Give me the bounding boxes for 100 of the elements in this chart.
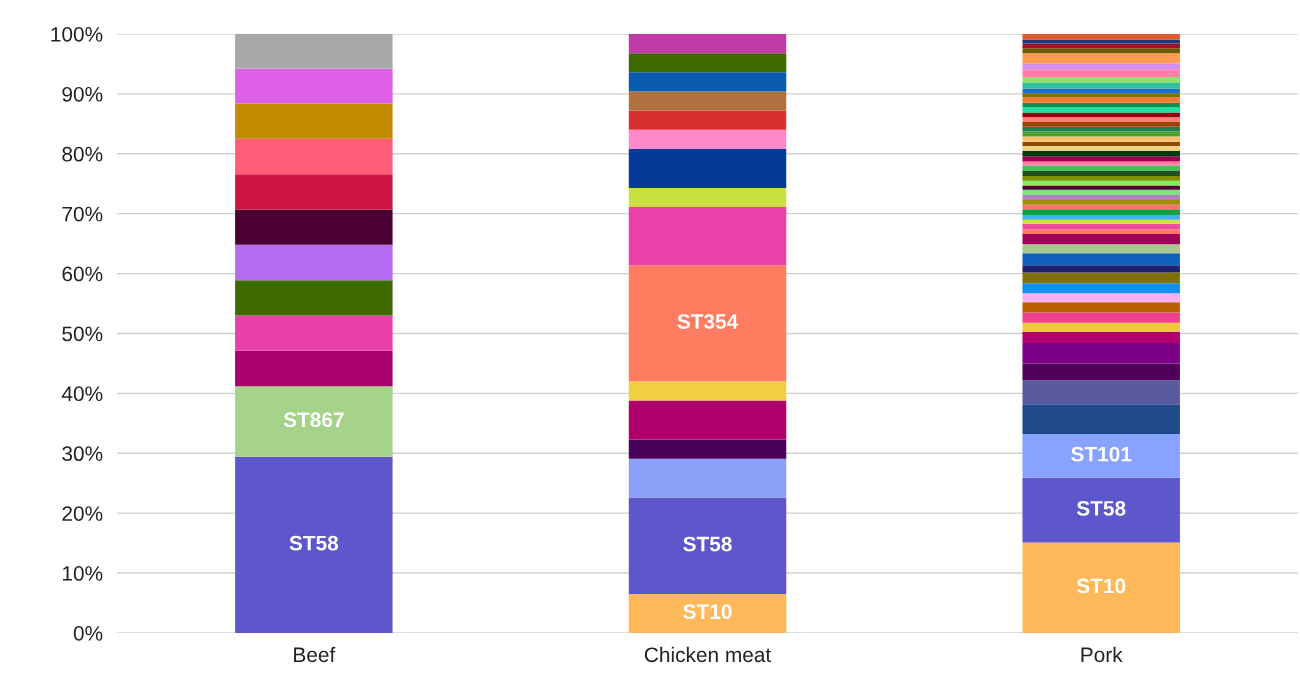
bar: [1022, 234, 1180, 245]
bar: [1022, 53, 1180, 64]
bar: [1022, 185, 1180, 190]
y-tick-label: 30%: [62, 446, 103, 462]
bar: [628, 458, 787, 498]
y-tick-label: 40%: [61, 386, 103, 402]
bar: [1022, 404, 1180, 435]
text: ST58: [289, 535, 339, 551]
text: ST58: [683, 536, 732, 552]
bar: [1022, 223, 1180, 230]
bar: [1022, 219, 1180, 224]
bar: [235, 350, 393, 387]
bar: [1022, 214, 1180, 220]
bar: [1022, 380, 1180, 405]
bar: [1022, 265, 1180, 273]
bar: [1022, 150, 1180, 157]
series-label: ST58: [1076, 501, 1126, 516]
bar: [628, 129, 787, 149]
bar: [1022, 180, 1180, 186]
y-tick-label: 60%: [62, 266, 103, 282]
bar: [628, 148, 787, 188]
series-label: ST101: [1071, 446, 1132, 462]
bar: [1022, 69, 1180, 78]
bar: [628, 265, 787, 382]
bar: [628, 381, 787, 401]
bar: [628, 207, 787, 266]
bar: [1022, 175, 1180, 181]
y-tick-label: 20%: [62, 506, 103, 521]
bar: [235, 33, 393, 69]
bar: [1022, 170, 1180, 176]
bar: [235, 244, 393, 281]
bar: [1022, 434, 1180, 478]
bar: [1022, 343, 1180, 364]
bar: [1022, 97, 1180, 103]
bar: [1022, 363, 1180, 381]
bar: [1022, 302, 1180, 313]
x-tick-label: Chicken meat: [644, 646, 772, 663]
bar: [1022, 126, 1180, 132]
bar: [235, 386, 393, 457]
bar: [1022, 283, 1180, 294]
bar: [1022, 165, 1180, 171]
bar: [1022, 331, 1180, 344]
bar: [1022, 156, 1180, 162]
bar: [1022, 121, 1180, 127]
bar: [1022, 77, 1180, 84]
x-tick-label: Pork: [1081, 646, 1123, 663]
bar: [1022, 83, 1180, 89]
bar: [1022, 542, 1180, 633]
bar: [1022, 210, 1180, 215]
bar: [1022, 477, 1180, 543]
bar: [1022, 161, 1180, 166]
bar: [1022, 33, 1180, 40]
bar: [235, 138, 393, 175]
bar: [1022, 88, 1180, 94]
series-label: ST867: [283, 412, 344, 428]
bar: [1022, 229, 1180, 235]
bar: [1022, 117, 1180, 122]
bar: [628, 497, 787, 595]
bar: [1022, 39, 1180, 44]
bar: [235, 456, 393, 633]
bar: [1022, 102, 1180, 108]
bar: [628, 91, 787, 111]
bar: [235, 315, 393, 351]
bar: [628, 439, 787, 459]
bar: [1022, 293, 1180, 303]
bar: [235, 209, 393, 245]
bar: [628, 110, 787, 130]
bar: [1022, 93, 1180, 98]
bar: [235, 68, 393, 104]
y-tick-label: 80%: [62, 146, 103, 162]
bar: [1022, 195, 1180, 200]
bar: [628, 594, 787, 633]
bar: [235, 174, 393, 210]
bar: [1022, 112, 1180, 118]
bar: [1022, 253, 1180, 266]
bar: [1022, 272, 1180, 284]
bar: [1022, 244, 1180, 254]
bar: [1022, 136, 1180, 142]
bar: [628, 33, 787, 54]
x-tick-label: Beef: [294, 646, 336, 663]
bar: [1022, 48, 1180, 54]
y-tick-label: 0%: [73, 625, 103, 641]
bar: [1022, 204, 1180, 211]
series-label: ST354: [677, 314, 739, 329]
bar: [1022, 146, 1180, 151]
bar: [1022, 141, 1180, 146]
bar: [1022, 322, 1180, 332]
bar: [1022, 63, 1180, 70]
bar: [235, 280, 393, 316]
bar: [1022, 189, 1180, 196]
y-tick-label: 70%: [62, 206, 103, 222]
y-tick-label: 10%: [63, 566, 103, 581]
bar: [628, 187, 787, 208]
bar: [628, 53, 787, 73]
bar: [1022, 107, 1180, 113]
text: ST10: [1076, 578, 1126, 594]
bar: [1022, 312, 1180, 323]
y-tick-label: 100%: [51, 26, 103, 42]
bar: [628, 72, 787, 92]
bar: [628, 400, 787, 440]
